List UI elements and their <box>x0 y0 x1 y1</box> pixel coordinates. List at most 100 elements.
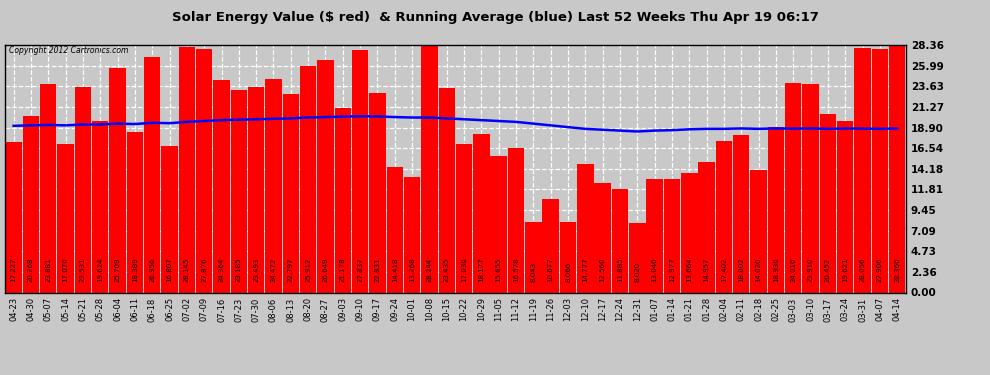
Text: Copyright 2012 Cartronics.com: Copyright 2012 Cartronics.com <box>10 46 129 55</box>
Bar <box>473 134 490 292</box>
Text: 28.145: 28.145 <box>184 258 190 282</box>
Bar <box>594 183 611 292</box>
Text: 19.621: 19.621 <box>842 257 848 282</box>
Text: 27.837: 27.837 <box>357 257 363 282</box>
Text: 13.268: 13.268 <box>409 257 415 282</box>
Text: 23.881: 23.881 <box>46 257 51 282</box>
Bar <box>5 142 22 292</box>
Text: 11.885: 11.885 <box>617 257 623 282</box>
Text: 22.831: 22.831 <box>374 258 380 282</box>
Text: 23.493: 23.493 <box>253 258 259 282</box>
Bar <box>386 166 403 292</box>
Text: 23.185: 23.185 <box>236 258 242 282</box>
Bar <box>767 127 784 292</box>
Bar <box>248 87 264 292</box>
Bar <box>109 68 126 292</box>
Bar <box>871 49 888 292</box>
Text: 17.070: 17.070 <box>62 257 68 282</box>
Text: 17.227: 17.227 <box>11 258 17 282</box>
Bar <box>629 222 645 292</box>
Text: 28.056: 28.056 <box>859 258 865 282</box>
Bar <box>439 88 455 292</box>
Bar <box>127 132 144 292</box>
Bar <box>837 121 853 292</box>
Bar <box>40 84 56 292</box>
Bar <box>213 80 230 292</box>
Text: 18.002: 18.002 <box>739 257 744 282</box>
Text: 21.178: 21.178 <box>340 257 346 282</box>
Bar <box>196 49 213 292</box>
Bar <box>369 93 386 292</box>
Text: 8.043: 8.043 <box>531 262 537 282</box>
Bar <box>559 222 576 292</box>
Text: 18.389: 18.389 <box>132 257 138 282</box>
Bar <box>317 60 334 292</box>
Bar <box>577 164 594 292</box>
Text: 28.244: 28.244 <box>427 258 433 282</box>
Text: 18.930: 18.930 <box>773 257 779 282</box>
Bar <box>421 46 438 292</box>
Bar <box>785 83 802 292</box>
Text: 26.649: 26.649 <box>323 258 329 282</box>
Bar <box>404 177 421 292</box>
Bar <box>663 179 680 292</box>
Text: 12.560: 12.560 <box>600 258 606 282</box>
Bar <box>612 189 629 292</box>
Bar <box>335 108 351 292</box>
Text: 18.177: 18.177 <box>478 257 484 282</box>
Bar <box>74 87 91 292</box>
Text: 10.677: 10.677 <box>547 257 553 282</box>
Bar <box>92 121 109 292</box>
Bar <box>23 116 40 292</box>
Bar <box>282 93 299 292</box>
Text: 22.797: 22.797 <box>288 258 294 282</box>
Text: 16.807: 16.807 <box>166 257 172 282</box>
Text: 25.912: 25.912 <box>305 258 311 282</box>
Bar <box>265 79 282 292</box>
Bar <box>854 48 871 292</box>
Text: 12.977: 12.977 <box>669 257 675 282</box>
Text: 24.364: 24.364 <box>219 258 225 282</box>
Text: 13.040: 13.040 <box>651 257 657 282</box>
Bar <box>57 144 74 292</box>
Bar <box>525 222 542 292</box>
Text: 17.030: 17.030 <box>461 257 467 282</box>
Bar <box>733 135 749 292</box>
Text: 23.531: 23.531 <box>80 258 86 282</box>
Bar <box>455 144 472 292</box>
Text: 20.268: 20.268 <box>28 258 34 282</box>
Text: 8.020: 8.020 <box>635 262 641 282</box>
Text: 8.066: 8.066 <box>565 262 571 282</box>
Bar <box>543 200 559 292</box>
Text: 13.664: 13.664 <box>686 257 692 282</box>
Bar <box>646 179 663 292</box>
Text: 20.452: 20.452 <box>825 258 831 282</box>
Text: 24.010: 24.010 <box>790 258 796 282</box>
Text: 15.655: 15.655 <box>496 258 502 282</box>
Text: 19.624: 19.624 <box>97 258 103 282</box>
Bar <box>300 66 317 292</box>
Bar <box>889 45 906 292</box>
Bar <box>802 84 819 292</box>
Text: 17.402: 17.402 <box>721 258 727 282</box>
Bar <box>681 173 698 292</box>
Text: 14.777: 14.777 <box>582 257 588 282</box>
Bar <box>820 114 837 292</box>
Bar <box>716 141 733 292</box>
Bar <box>178 47 195 292</box>
Bar <box>161 146 178 292</box>
Bar <box>231 90 248 292</box>
Bar <box>508 148 525 292</box>
Bar <box>351 50 368 292</box>
Text: 14.957: 14.957 <box>704 258 710 282</box>
Bar <box>750 170 767 292</box>
Text: 16.578: 16.578 <box>513 257 519 282</box>
Text: 27.876: 27.876 <box>201 257 207 282</box>
Text: Solar Energy Value ($ red)  & Running Average (blue) Last 52 Weeks Thu Apr 19 06: Solar Energy Value ($ red) & Running Ave… <box>171 11 819 24</box>
Text: 23.435: 23.435 <box>444 258 449 282</box>
Text: 26.956: 26.956 <box>149 258 155 282</box>
Bar <box>490 156 507 292</box>
Text: 14.020: 14.020 <box>755 258 761 282</box>
Bar <box>144 57 160 292</box>
Text: 24.472: 24.472 <box>270 258 276 282</box>
